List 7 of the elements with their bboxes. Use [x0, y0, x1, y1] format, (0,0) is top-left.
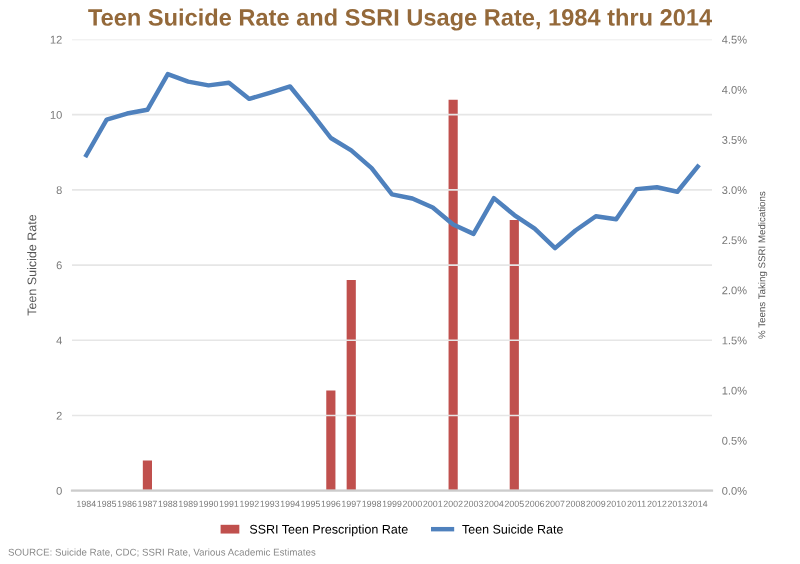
bar	[509, 219, 519, 491]
bar	[142, 460, 152, 491]
line-series	[84, 71, 700, 251]
chart-title: Teen Suicide Rate and SSRI Usage Rate, 1984 thru 2014	[88, 8, 712, 31]
bar	[448, 99, 458, 491]
bar	[326, 390, 336, 491]
bar	[346, 280, 356, 491]
